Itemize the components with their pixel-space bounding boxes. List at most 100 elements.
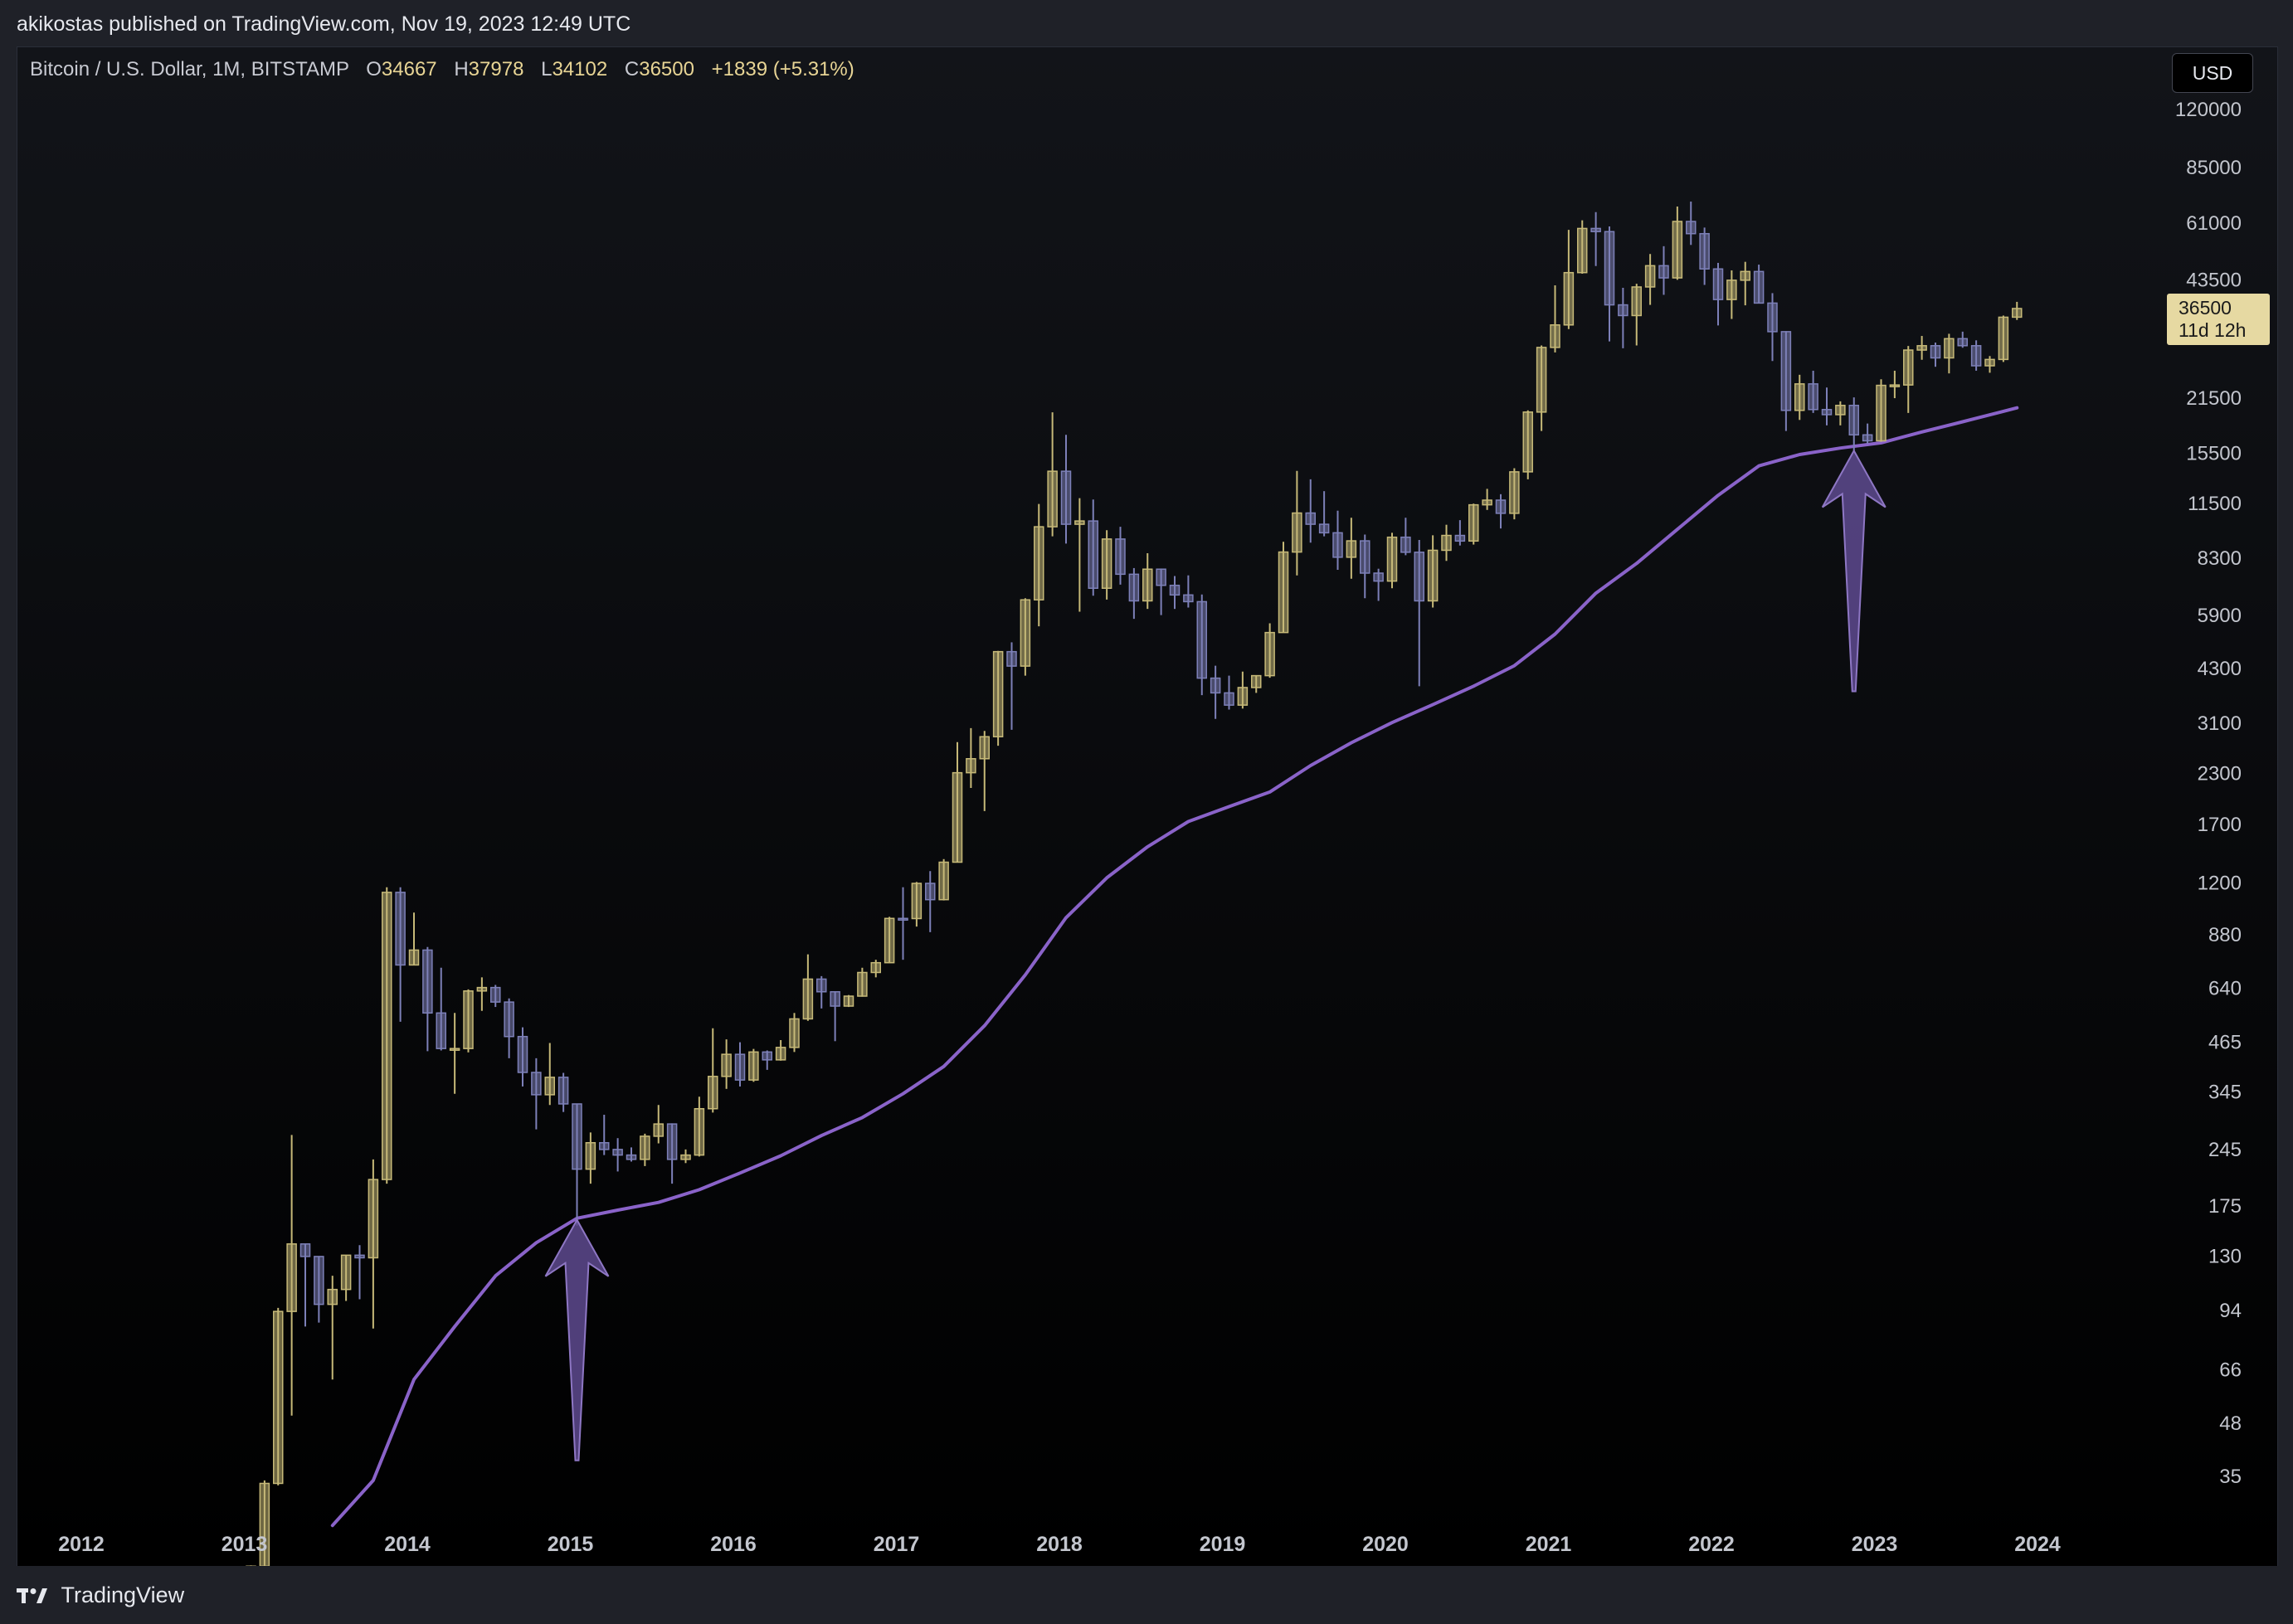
candle [1604, 226, 1615, 342]
candle-body [1414, 552, 1424, 602]
candle-body [273, 1310, 284, 1485]
publish-info: akikostas published on TradingView.com, … [17, 12, 631, 36]
candle [938, 858, 949, 901]
candle-body [911, 883, 923, 920]
candle [666, 1123, 678, 1184]
publish-header: akikostas published on TradingView.com, … [0, 0, 2293, 48]
candle-body [721, 1053, 732, 1077]
candle [1115, 527, 1126, 585]
candle [1835, 401, 1846, 425]
candle [884, 917, 895, 964]
candle [1712, 262, 1724, 326]
candle-body [1482, 499, 1492, 506]
candle-body [1970, 345, 1982, 367]
candle [1454, 520, 1466, 546]
candle [368, 1159, 379, 1329]
candle-body [1672, 221, 1683, 279]
candle [273, 1307, 284, 1485]
candle-body [1346, 540, 1357, 558]
candle-body [653, 1123, 664, 1137]
candle-body [992, 650, 1004, 737]
candle-body [925, 883, 936, 901]
candle [1128, 567, 1140, 620]
up-arrow-annotation [544, 1218, 610, 1461]
tradingview-brand[interactable]: TradingView [17, 1583, 184, 1608]
candle-body [1821, 409, 1833, 416]
candle [1780, 331, 1792, 431]
candle [557, 1072, 569, 1112]
candle [436, 967, 446, 1051]
candle [1292, 470, 1302, 576]
candle-body [1115, 538, 1126, 576]
candle-body [585, 1141, 596, 1170]
y-axis-tick-label: 3100 [2198, 712, 2242, 735]
x-axis-tick-label: 2017 [874, 1533, 920, 1556]
candle [1224, 675, 1234, 710]
candle [1522, 410, 1533, 479]
candle-body [557, 1077, 569, 1105]
candle [1957, 331, 1968, 348]
candle-body [857, 971, 868, 997]
candle [952, 741, 963, 863]
candle [708, 1028, 718, 1113]
candle-body [870, 961, 881, 974]
candle-body [1876, 384, 1886, 442]
candle-body [1495, 499, 1507, 514]
candle [1196, 594, 1207, 696]
y-axis-tick-label: 345 [2208, 1082, 2242, 1104]
candle [1944, 333, 1955, 374]
y-axis-tick-label: 66 [2219, 1359, 2242, 1382]
candle [476, 977, 488, 1011]
candle [517, 1027, 528, 1087]
change-value: +1839 (+5.31%) [711, 58, 854, 80]
candle [1373, 568, 1384, 601]
candle-body [395, 892, 406, 966]
y-axis-tick-label: 11500 [2188, 493, 2242, 515]
candle [1563, 230, 1575, 329]
candle-body [1577, 227, 1588, 274]
candle-body [299, 1243, 311, 1257]
candle [612, 1138, 623, 1172]
chart-panel[interactable] [17, 46, 2278, 1568]
last-price-label: 36500 11d 12h [2167, 294, 2270, 345]
candle [449, 1013, 460, 1094]
candle [354, 1245, 365, 1300]
candle [680, 1149, 691, 1164]
candle [1047, 412, 1058, 537]
low-label: L [541, 58, 553, 80]
x-axis-tick-label: 2021 [1526, 1533, 1572, 1556]
candle [1060, 435, 1072, 544]
candle-body [1604, 231, 1615, 306]
candle-body [966, 758, 976, 774]
candle [259, 1480, 270, 1574]
candle-body [979, 736, 990, 760]
candle-body [1550, 324, 1560, 348]
y-axis-tick-label: 21500 [2186, 387, 2242, 410]
candle-body [1156, 568, 1166, 586]
candle-body [354, 1254, 365, 1259]
y-axis-tick-label: 61000 [2186, 212, 2242, 235]
candle [1808, 370, 1818, 413]
candle-body [2012, 308, 2023, 318]
last-price-value: 36500 [2179, 297, 2232, 318]
candle [1360, 534, 1370, 599]
y-axis-tick-label: 640 [2208, 978, 2242, 1000]
candle [992, 650, 1004, 746]
candle-body [1726, 280, 1737, 300]
candle-body [1006, 650, 1017, 667]
candle [1672, 206, 1683, 280]
candle-body [1468, 503, 1479, 542]
candle [870, 960, 881, 978]
candle-body [748, 1051, 759, 1081]
candle [1441, 524, 1452, 562]
currency-button[interactable]: USD [2172, 53, 2253, 93]
candle [1156, 568, 1166, 615]
candle [1034, 503, 1044, 627]
candle-body [1944, 338, 1955, 359]
candle-body [422, 949, 433, 1014]
candle [1916, 336, 1927, 360]
candle-body [1631, 286, 1642, 317]
candle-body [775, 1047, 786, 1061]
candle-body [1998, 316, 2009, 361]
